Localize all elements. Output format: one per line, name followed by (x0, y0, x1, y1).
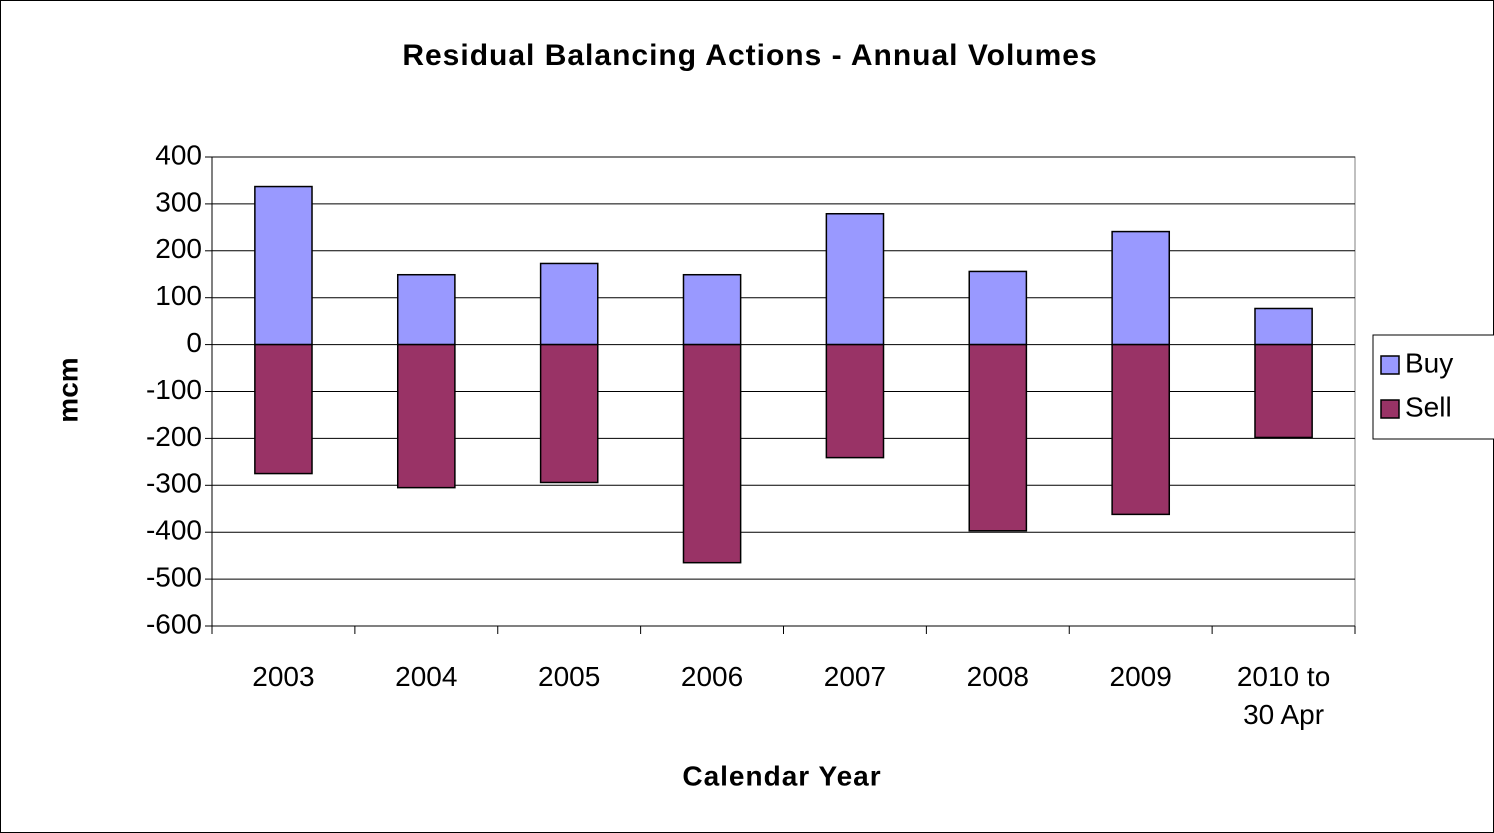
bar (682, 273, 742, 346)
y-tick-label: 200 (155, 233, 202, 264)
bar (1254, 307, 1313, 346)
x-tick-label: 2003 (252, 661, 315, 692)
y-tick-label: -100 (146, 374, 202, 405)
bar (825, 343, 885, 459)
bar (825, 212, 885, 346)
x-tick-label: 2010 to 30 Apr (1236, 661, 1331, 730)
bar (396, 343, 456, 489)
y-tick-label: 400 (155, 139, 202, 170)
bar (539, 343, 599, 484)
bar (1111, 230, 1171, 346)
x-tick-label-box: 2006 (680, 661, 744, 692)
x-tick-label: 2004 (395, 661, 458, 692)
legend-label: Buy (1405, 347, 1453, 378)
x-tick-label-box: 2010 to 30 Apr (1236, 661, 1331, 730)
x-axis-title: Calendar Year (682, 760, 881, 791)
y-tick-label: -500 (146, 561, 202, 592)
x-tick-label-box: 2009 (1109, 661, 1172, 692)
bar (396, 273, 456, 346)
bar (968, 270, 1028, 346)
bar (254, 343, 313, 475)
legend-label: Sell (1405, 391, 1452, 422)
bar (1254, 343, 1313, 439)
y-axis-title: mcm (52, 357, 83, 422)
x-tick-label-box: 2008 (966, 661, 1029, 692)
bar (1111, 343, 1171, 516)
y-tick-label: -400 (146, 515, 202, 546)
y-tick-label: -200 (146, 421, 202, 452)
bar (682, 343, 742, 564)
x-tick-label: 2005 (538, 661, 601, 692)
legend (1372, 334, 1494, 440)
y-tick-label: 0 (186, 327, 202, 358)
chart-title: Residual Balancing Actions - Annual Volu… (402, 39, 1097, 72)
y-tick-label: 100 (155, 280, 202, 311)
legend-swatch (1380, 355, 1400, 375)
bar (539, 262, 599, 346)
y-tick-label: -600 (146, 608, 202, 639)
x-tick-label-box: 2007 (823, 661, 887, 692)
x-tick-label: 2009 (1109, 661, 1172, 692)
x-tick-label-box: 2004 (395, 661, 458, 692)
bar (968, 343, 1028, 532)
legend-swatch (1380, 399, 1400, 419)
bar (254, 185, 313, 346)
y-tick-label: 300 (155, 186, 202, 217)
x-tick-label: 2006 (680, 661, 744, 692)
x-tick-label: 2007 (823, 661, 887, 692)
x-tick-label-box: 2003 (252, 661, 315, 692)
x-tick-label: 2008 (966, 661, 1029, 692)
y-tick-label: -300 (146, 468, 202, 499)
x-tick-label-box: 2005 (538, 661, 601, 692)
